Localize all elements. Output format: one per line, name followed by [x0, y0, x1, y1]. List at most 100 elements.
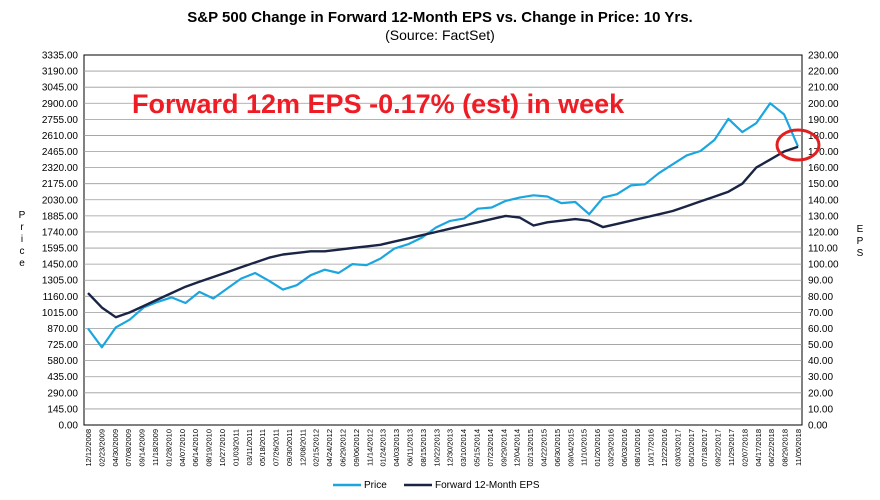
right-axis-ticks: 230.00 220.00 210.00 200.00 190.00 180.00 170.… — [808, 51, 839, 432]
x-axis-tick-label: 06/22/2018 — [767, 429, 776, 467]
legend: Price Forward 12-Month EPS — [333, 480, 540, 491]
x-axis-tick-label: 03/11/2011 — [245, 429, 254, 465]
axis-label-char: P — [19, 210, 26, 221]
right-axis-tick-label: 200.00 — [808, 99, 839, 110]
left-axis-label-vertical: Price — [19, 210, 26, 269]
right-axis-tick-label: 220.00 — [808, 67, 839, 78]
right-axis-tick-label: 80.00 — [808, 292, 833, 303]
x-axis-tick-label: 04/30/2009 — [111, 429, 120, 467]
right-axis-tick-label: 10.00 — [808, 404, 833, 415]
x-axis-tick-label: 02/23/2009 — [97, 429, 106, 467]
right-axis-tick-label: 90.00 — [808, 276, 833, 287]
left-axis-tick-label: 2030.00 — [42, 195, 79, 206]
left-axis-tick-label: 1450.00 — [42, 260, 79, 271]
x-axis-tick-label: 02/13/2015 — [526, 429, 535, 467]
legend-item-price-label: Price — [364, 480, 387, 491]
x-axis-tick-label: 04/22/2015 — [539, 429, 548, 467]
legend-item-eps-label: Forward 12-Month EPS — [435, 480, 540, 491]
axis-label-char: r — [20, 222, 24, 233]
x-axis-tick-label: 06/11/2013 — [406, 429, 415, 466]
x-axis-tick-label: 04/17/2018 — [754, 429, 763, 467]
x-axis-tick-label: 07/08/2009 — [124, 429, 133, 467]
x-axis-tick-label: 09/04/2015 — [566, 429, 575, 467]
x-axis-tick-label: 05/15/2014 — [472, 429, 481, 467]
x-axis-tick-label: 05/10/2017 — [687, 429, 696, 467]
x-axis-tick-label: 12/12/2008 — [84, 429, 93, 467]
axis-label-char: c — [20, 246, 25, 257]
left-axis-tick-label: 2320.00 — [42, 163, 79, 174]
x-axis-tick-label: 11/18/2009 — [151, 429, 160, 466]
x-axis-tick-label: 09/14/2009 — [138, 429, 147, 467]
x-axis-tick-label: 11/14/2012 — [365, 429, 374, 466]
x-axis-tick-label: 06/29/2012 — [339, 429, 348, 467]
left-axis-tick-label: 3045.00 — [42, 83, 79, 94]
left-axis-tick-label: 2610.00 — [42, 131, 79, 142]
left-axis-tick-label: 2175.00 — [42, 179, 79, 190]
x-axis-tick-label: 04/03/2013 — [392, 429, 401, 467]
x-axis-tick-label: 10/22/2013 — [432, 429, 441, 467]
plot-area — [83, 54, 803, 426]
right-axis-tick-label: 140.00 — [808, 195, 839, 206]
x-axis-tick-label: 09/30/2011 — [285, 429, 294, 466]
right-axis-tick-label: 150.00 — [808, 179, 839, 190]
x-axis-tick-label: 09/29/2014 — [499, 429, 508, 467]
weekly-eps-annotation: Forward 12m EPS -0.17% (est) in week — [132, 89, 625, 119]
right-axis-tick-label: 110.00 — [808, 244, 838, 255]
x-axis-tick-label: 05/18/2011 — [258, 429, 267, 466]
left-axis-tick-label: 1740.00 — [42, 227, 79, 238]
right-axis-tick-label: 130.00 — [808, 211, 839, 222]
right-axis-tick-label: 120.00 — [808, 227, 839, 238]
x-axis-tick-label: 12/08/2011 — [298, 429, 307, 466]
eps-series-line — [87, 145, 799, 319]
left-axis-tick-label: 435.00 — [47, 372, 78, 383]
left-axis-tick-label: 725.00 — [47, 340, 78, 351]
left-axis-tick-label: 1595.00 — [42, 244, 79, 255]
axis-label-char: i — [21, 234, 23, 245]
x-axis-tick-label: 10/17/2016 — [647, 429, 656, 467]
right-axis-label-vertical: EPS — [857, 224, 864, 259]
left-axis-tick-label: 2465.00 — [42, 147, 79, 158]
x-axis-tick-label: 03/10/2014 — [459, 429, 468, 467]
right-axis-tick-label: 0.00 — [808, 421, 828, 432]
right-axis-tick-label: 180.00 — [808, 131, 839, 142]
left-axis-tick-label: 2755.00 — [42, 115, 79, 126]
x-axis-tick-label: 01/28/2010 — [164, 429, 173, 467]
left-axis-tick-label: 3335.00 — [42, 51, 79, 62]
left-axis-ticks: 3335.00 3190.00 3045.00 2900.00 2755.00 2610.… — [42, 51, 79, 432]
right-axis-tick-label: 50.00 — [808, 340, 833, 351]
x-axis-tick-label: 02/07/2018 — [740, 429, 749, 467]
right-axis-tick-label: 40.00 — [808, 356, 833, 367]
price-series-line — [87, 102, 800, 349]
left-axis-tick-label: 0.00 — [59, 421, 79, 432]
right-axis-tick-label: 20.00 — [808, 388, 833, 399]
right-axis-tick-label: 60.00 — [808, 324, 833, 335]
left-axis-tick-label: 290.00 — [47, 388, 78, 399]
x-axis-tick-label: 04/24/2012 — [325, 429, 334, 467]
x-axis-tick-label: 03/03/2017 — [673, 429, 682, 467]
x-axis-tick-label: 11/05/2018 — [794, 429, 803, 466]
chart-title: S&P 500 Change in Forward 12-Month EPS v… — [187, 9, 692, 26]
x-axis-tick-label: 12/22/2016 — [660, 429, 669, 467]
x-axis-tick-label: 12/04/2014 — [513, 429, 522, 467]
x-axis-tick-label: 01/20/2016 — [593, 429, 602, 467]
x-axis-tick-label: 11/10/2015 — [580, 429, 589, 466]
x-axis-tick-label: 09/06/2012 — [352, 429, 361, 467]
x-axis-tick-label: 01/03/2011 — [231, 429, 240, 466]
left-axis-tick-label: 1160.00 — [43, 292, 79, 303]
x-axis-tick-label: 07/23/2014 — [486, 429, 495, 467]
right-axis-tick-label: 100.00 — [808, 260, 839, 271]
right-axis-tick-label: 70.00 — [808, 308, 833, 319]
axis-label-char: S — [857, 248, 864, 259]
x-axis-tick-label: 01/24/2013 — [379, 429, 388, 467]
axis-label-char: E — [857, 224, 864, 235]
x-axis-ticks: 12/12/2008 02/23/2009 04/30/2009 07/08/2009… — [84, 429, 803, 467]
series-lines — [87, 102, 800, 349]
left-axis-tick-label: 1305.00 — [42, 276, 79, 287]
left-axis-tick-label: 1885.00 — [42, 211, 79, 222]
x-axis-tick-label: 07/18/2017 — [700, 429, 709, 467]
left-axis-tick-label: 1015.00 — [42, 308, 79, 319]
left-axis-tick-label: 580.00 — [47, 356, 78, 367]
x-axis-tick-label: 08/15/2013 — [419, 429, 428, 467]
axis-label-char: P — [857, 236, 864, 247]
right-axis-tick-label: 190.00 — [808, 115, 839, 126]
